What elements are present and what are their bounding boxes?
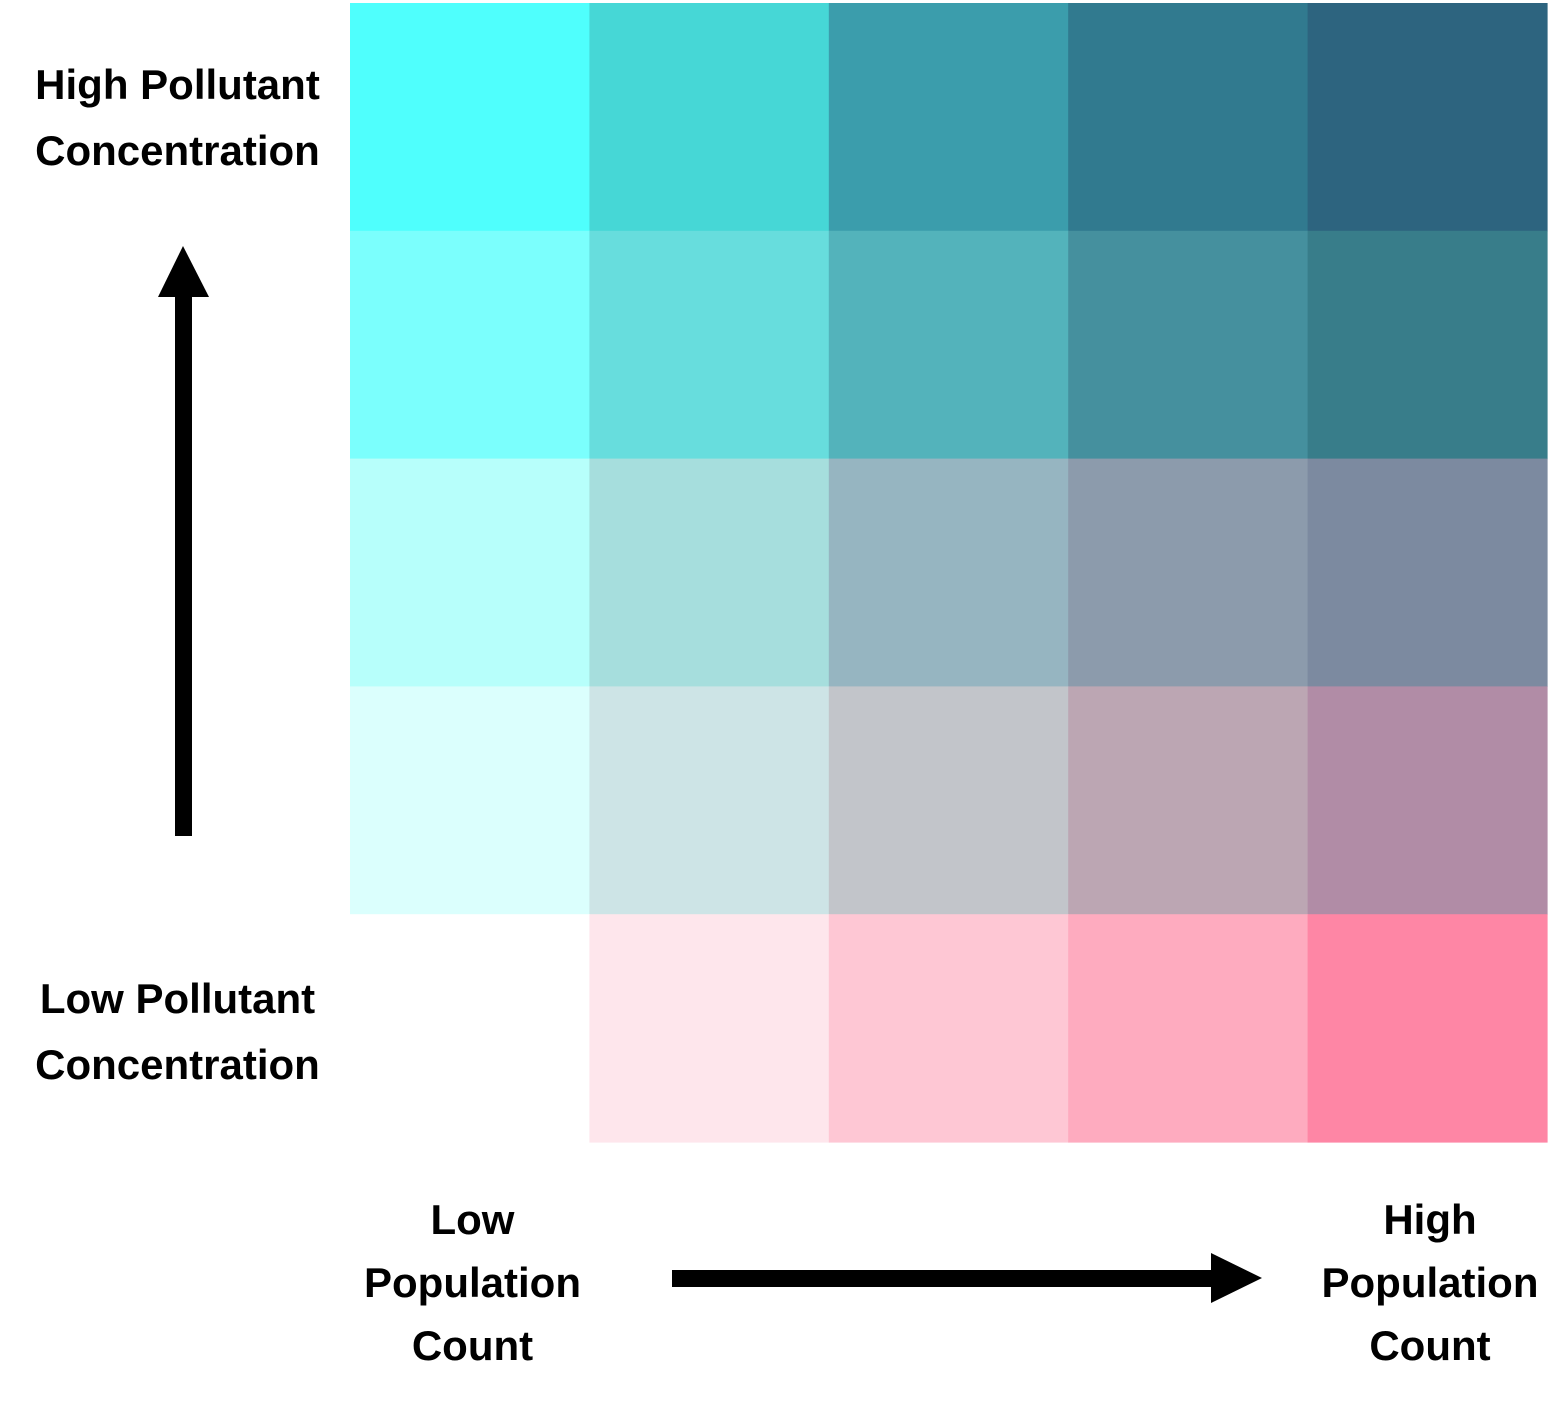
legend-cell-r2-c2 (828, 458, 1069, 687)
x-axis-high-label-line-2: Population (1321, 1259, 1539, 1306)
legend-cell-r0-c3 (1068, 3, 1309, 232)
legend-cell-r4-c0 (350, 914, 590, 1143)
legend-cell-r4-c1 (589, 914, 830, 1143)
y-axis-arrow (158, 246, 209, 836)
legend-cell-r1-c3 (1068, 230, 1309, 460)
y-axis-low-label: Low Pollutant Concentration (20, 966, 335, 1098)
legend-cell-r3-c2 (828, 686, 1069, 915)
legend-cell-r4-c4 (1307, 914, 1548, 1143)
legend-cell-r3-c0 (350, 686, 590, 915)
legend-cell-r1-c4 (1307, 230, 1548, 460)
y-axis-high-label-line-2: Concentration (35, 127, 320, 174)
x-axis-low-label: Low Population Count (330, 1188, 615, 1377)
x-axis-high-label: High Population Count (1290, 1188, 1551, 1377)
legend-cell-r4-c3 (1068, 914, 1309, 1143)
legend-cell-r1-c2 (828, 230, 1069, 460)
x-axis-high-label-line-1: High (1383, 1196, 1477, 1243)
legend-cell-r2-c0 (350, 458, 590, 687)
legend-cell-r0-c4 (1307, 3, 1548, 232)
y-axis-low-label-line-1: Low Pollutant (39, 975, 316, 1022)
legend-cell-r2-c3 (1068, 458, 1309, 687)
x-axis-low-label-line-1: Low (430, 1196, 515, 1243)
legend-cell-r3-c1 (589, 686, 830, 915)
legend-cell-r1-c0 (350, 230, 590, 460)
legend-cell-r0-c2 (828, 3, 1069, 232)
x-axis-high-label-line-3: Count (1369, 1322, 1491, 1369)
legend-cell-r4-c2 (828, 914, 1069, 1143)
y-axis-low-label-line-2: Concentration (35, 1041, 320, 1088)
x-axis-low-label-line-3: Count (411, 1322, 534, 1369)
legend-cell-r3-c3 (1068, 686, 1309, 915)
legend-cell-r1-c1 (589, 230, 830, 460)
y-axis-high-label-line-1: High Pollutant (35, 61, 320, 108)
legend-cell-r2-c1 (589, 458, 830, 687)
legend-cell-r0-c0 (350, 3, 590, 232)
y-axis-high-label: High Pollutant Concentration (20, 52, 335, 184)
legend-cell-r2-c4 (1307, 458, 1548, 687)
legend-cells (350, 3, 1548, 1143)
legend-cell-r0-c1 (589, 3, 830, 232)
x-axis-arrow (672, 1253, 1262, 1303)
x-axis-low-label-line-2: Population (364, 1259, 581, 1306)
legend-cell-r3-c4 (1307, 686, 1548, 915)
